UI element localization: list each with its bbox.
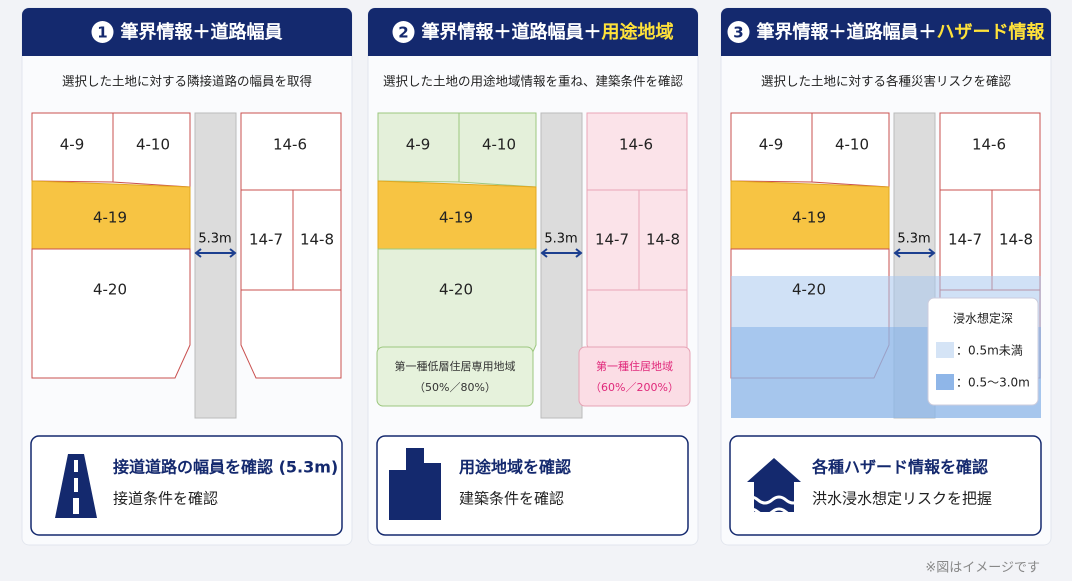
card-title: 各種ハザード情報を確認 [811, 458, 988, 477]
zone-name: 第一種住居地域 [596, 359, 673, 373]
lot [31, 248, 191, 379]
icon [389, 448, 441, 520]
legend-swatch [936, 342, 954, 358]
card [30, 435, 343, 536]
card-title: 接道道路の幅員を確認 (5.3m) [113, 458, 338, 477]
lot-label: 14-8 [646, 231, 680, 249]
card [376, 435, 689, 536]
lot-label: 4-20 [439, 281, 473, 299]
subtitle: 選択した土地に対する各種災害リスクを確認 [761, 74, 1012, 89]
number: 2 [398, 24, 408, 42]
panel-header [22, 8, 352, 56]
building [389, 470, 409, 520]
house [747, 458, 801, 512]
map: 4-9 4-10 4-19 4-20 14-6 14-7 14-8 5.3m 浸水想定深 ：0.5… [730, 112, 1041, 419]
zone-ratio: （50%／80%） [414, 381, 496, 394]
width-arrow [540, 248, 583, 258]
title: 筆界情報＋道路幅員＋ハザード情報 [757, 21, 1046, 43]
lot-label: 4-19 [439, 209, 473, 227]
lot [240, 289, 342, 379]
lot-label: 14-6 [619, 136, 653, 154]
subtitle: 選択した土地の用途地域情報を重ね、建築条件を確認 [383, 74, 684, 89]
footnote: ※図はイメージです [925, 561, 1040, 576]
title-text: 筆界情報＋道路幅員 [121, 21, 283, 43]
title-highlight: 用途地域 [602, 21, 674, 43]
panel-header [721, 8, 1051, 56]
lot-label: 4-10 [835, 136, 869, 154]
subtitle: 選択した土地に対する隣接道路の幅員を取得 [62, 74, 312, 89]
lot-label: 4-9 [60, 136, 85, 154]
number: 1 [97, 24, 107, 42]
wave [743, 495, 801, 517]
zone-ratio: （60%／200%） [590, 381, 679, 394]
map: 4-9 4-10 4-19 4-20 14-6 14-7 14-8 5.3m 第一種低層住居専用… [376, 112, 691, 419]
zone-box [578, 346, 691, 407]
building [406, 448, 424, 520]
lot-label: 14-6 [273, 136, 307, 154]
title: 筆界情報＋道路幅員 [121, 21, 283, 43]
lot-label: 14-8 [999, 231, 1033, 249]
legend-item: ：0.5〜3.0m [956, 376, 1030, 390]
road [194, 112, 237, 419]
title-text: 筆界情報＋道路幅員＋ [757, 21, 937, 43]
legend-title: 浸水想定深 [953, 311, 1013, 326]
card-subtitle: 建築条件を確認 [459, 490, 564, 508]
road-width: 5.3m [198, 232, 231, 247]
header-title: 3 筆界情報＋道路幅員＋ハザード情報 [727, 21, 1046, 43]
lot-label: 14-6 [972, 136, 1006, 154]
title-text: 筆界情報＋道路幅員＋ [422, 21, 602, 43]
lot-label: 4-9 [759, 136, 784, 154]
legend-box [927, 297, 1039, 406]
card-title: 用途地域を確認 [459, 458, 571, 477]
lot-label: 4-9 [406, 136, 431, 154]
panel-header [368, 8, 698, 56]
map: 4-9 4-10 4-19 4-20 14-6 14-7 14-8 5.3m [31, 112, 342, 419]
title: 筆界情報＋道路幅員＋用途地域 [422, 21, 674, 43]
width-arrow [194, 248, 237, 258]
lot-label: 14-7 [595, 231, 629, 249]
lot-label: 4-10 [482, 136, 516, 154]
lot-label: 14-7 [948, 231, 982, 249]
road-width: 5.3m [897, 232, 930, 247]
zone-box [376, 346, 534, 407]
lot-label: 14-8 [300, 231, 334, 249]
icon [55, 454, 97, 518]
legend-swatch [936, 374, 954, 390]
card [729, 435, 1042, 536]
legend-item: ：0.5m未満 [956, 344, 1023, 358]
zone-name: 第一種低層住居専用地域 [395, 359, 516, 373]
number-circle [91, 21, 114, 43]
building [421, 463, 441, 520]
road [540, 112, 583, 419]
road-dash [73, 460, 79, 514]
lot-label: 4-20 [792, 281, 826, 299]
card-subtitle: 接道条件を確認 [113, 490, 218, 508]
road-width: 5.3m [544, 232, 577, 247]
icon [743, 458, 801, 517]
card-subtitle: 洪水浸水想定リスクを把握 [812, 490, 992, 508]
header-title: 2 筆界情報＋道路幅員＋用途地域 [392, 21, 674, 43]
number: 3 [733, 24, 743, 42]
lot-label: 4-19 [93, 209, 127, 227]
lot-label: 4-19 [792, 209, 826, 227]
width-arrow [893, 248, 936, 258]
lot-label: 14-7 [249, 231, 283, 249]
title-highlight: ハザード情報 [937, 21, 1046, 43]
number-circle [392, 21, 415, 43]
lot-label: 4-20 [93, 281, 127, 299]
header-title: 1 筆界情報＋道路幅員 [91, 21, 283, 43]
lot-label: 4-10 [136, 136, 170, 154]
number-circle [727, 21, 750, 43]
